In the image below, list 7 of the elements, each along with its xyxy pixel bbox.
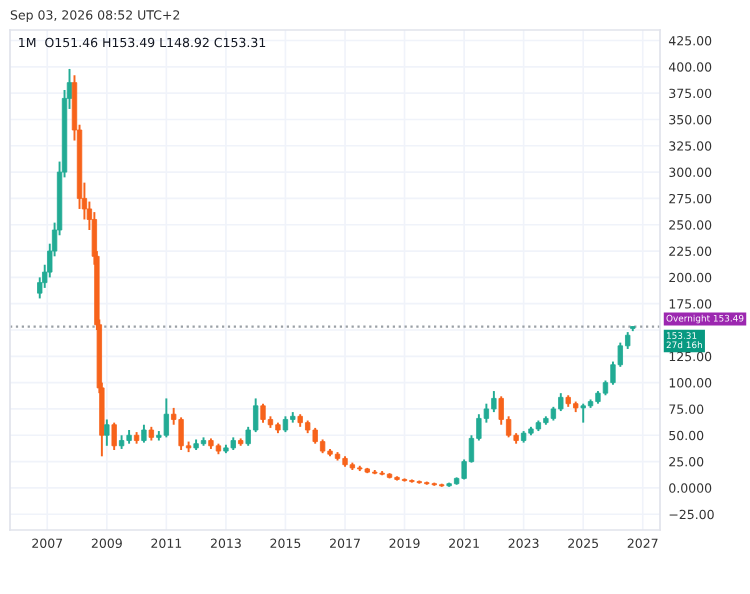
candlestick: [111, 421, 117, 451]
candlestick: [260, 402, 266, 424]
candlestick: [580, 402, 586, 424]
candlestick: [104, 418, 110, 447]
candlestick: [163, 397, 170, 439]
candlestick: [491, 390, 497, 414]
candlestick: [178, 416, 184, 451]
